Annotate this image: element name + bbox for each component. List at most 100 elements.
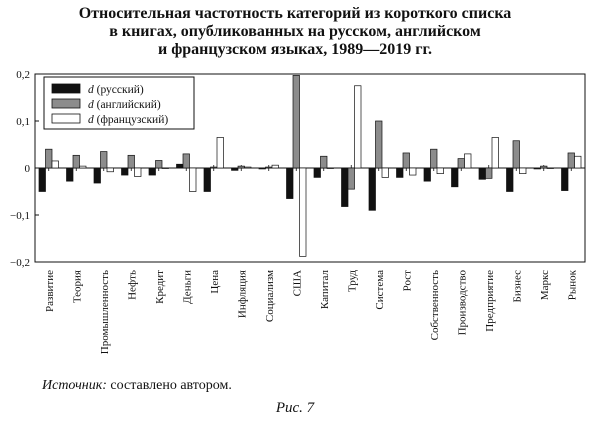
- x-tick-label: Инфляция: [236, 270, 248, 318]
- bar-chart: 0,2 0,1 0 −0,1 −0,2 Развитие Теория Промышленно…: [10, 69, 586, 354]
- x-tick-label: Нефть: [126, 270, 138, 300]
- bar: [574, 155, 582, 169]
- figure-caption: Рис. 7: [275, 400, 315, 416]
- x-tick-label: Труд: [346, 270, 358, 292]
- x-tick-label: Цена: [209, 270, 221, 294]
- bar: [286, 167, 294, 199]
- x-tick-label: США: [291, 270, 303, 296]
- bar: [182, 153, 190, 169]
- bar: [127, 154, 135, 169]
- chart-title-line-3: и французском языках, 1989—2019 гг.: [157, 41, 433, 58]
- source-text: составлено автором.: [106, 378, 232, 393]
- bar: [491, 137, 499, 169]
- x-tick-label: Производство: [456, 270, 468, 336]
- bar: [100, 151, 108, 169]
- bar: [381, 167, 389, 178]
- bar: [561, 167, 569, 191]
- y-tick-label: −0,1: [10, 210, 30, 222]
- bar: [519, 167, 527, 174]
- bar: [203, 167, 211, 192]
- bar: [409, 167, 417, 176]
- x-tick-label: Социализм: [264, 270, 276, 322]
- bar: [430, 148, 438, 169]
- bar: [567, 152, 575, 169]
- bar: [38, 167, 46, 192]
- y-tick-label: −0,2: [10, 257, 30, 269]
- legend-series-name: (русский): [94, 84, 144, 96]
- bar: [375, 120, 383, 169]
- x-tick-label: Маркс: [539, 270, 551, 300]
- x-tick-label: Собственность: [429, 270, 441, 340]
- bar: [326, 167, 334, 169]
- source-note: Источник: составлено автором.: [42, 378, 232, 394]
- bar: [271, 164, 279, 169]
- chart-title: Относительная частотность категорий из к…: [0, 5, 590, 59]
- bar: [436, 167, 444, 174]
- legend-symbol: d: [88, 99, 94, 111]
- x-tick-label: Промышленность: [99, 270, 111, 354]
- bar: [244, 166, 252, 169]
- bar: [320, 155, 328, 169]
- legend-label: d (русский): [88, 84, 144, 96]
- legend-series-name: (французский): [94, 114, 169, 126]
- x-tick-label: Бизнес: [511, 270, 523, 303]
- bar: [423, 167, 431, 182]
- chart-title-line-1: Относительная частотность категорий из к…: [78, 5, 512, 22]
- bar: [313, 167, 321, 178]
- bar: [512, 140, 520, 169]
- bar: [176, 163, 184, 169]
- bar: [216, 137, 224, 169]
- source-label: Источник:: [42, 378, 107, 393]
- bar: [457, 158, 465, 169]
- y-tick-label: 0: [25, 163, 31, 175]
- x-tick-label: Система: [374, 270, 386, 310]
- bar: [485, 167, 493, 179]
- bar: [341, 167, 349, 207]
- bar: [354, 85, 362, 169]
- bar: [148, 167, 156, 176]
- bar: [161, 167, 169, 169]
- bar: [347, 167, 355, 190]
- legend-swatch: [51, 98, 81, 109]
- legend-symbol: d: [88, 84, 94, 96]
- legend-swatch: [51, 113, 81, 124]
- legend-symbol: d: [88, 114, 94, 126]
- bar: [66, 167, 74, 182]
- bar: [231, 167, 239, 171]
- legend-label: d (французский): [88, 114, 168, 126]
- bar: [134, 167, 142, 177]
- bar: [51, 160, 59, 169]
- bar: [258, 167, 266, 170]
- x-tick-label: Капитал: [319, 270, 331, 310]
- x-tick-label: Теория: [71, 270, 83, 303]
- legend-swatch: [51, 83, 81, 94]
- legend-label: d (английский): [88, 99, 161, 111]
- x-tick-label: Кредит: [154, 270, 166, 304]
- bar: [106, 167, 114, 173]
- bar: [540, 165, 548, 169]
- bar: [79, 165, 87, 169]
- bar: [93, 167, 101, 184]
- bar: [292, 75, 300, 169]
- chart-title-line-2: в книгах, опубликованных на русском, анг…: [109, 23, 481, 40]
- bar: [265, 166, 273, 169]
- legend-series-name: (английский): [94, 99, 161, 111]
- bar: [299, 167, 307, 257]
- bar: [451, 167, 459, 188]
- bar: [368, 167, 376, 211]
- bar: [72, 154, 80, 169]
- x-tick-label: Рост: [401, 270, 413, 292]
- bar: [533, 167, 541, 170]
- bar: [121, 167, 129, 176]
- bar: [506, 167, 514, 192]
- bar: [464, 153, 472, 169]
- bar: [546, 167, 554, 169]
- bar: [45, 148, 53, 169]
- bar: [155, 160, 163, 169]
- y-tick-label: 0,1: [16, 116, 30, 128]
- bar: [396, 167, 404, 178]
- x-tick-label: Развитие: [44, 270, 56, 312]
- y-tick-label: 0,2: [16, 69, 30, 81]
- bar: [189, 167, 197, 192]
- bar: [402, 152, 410, 169]
